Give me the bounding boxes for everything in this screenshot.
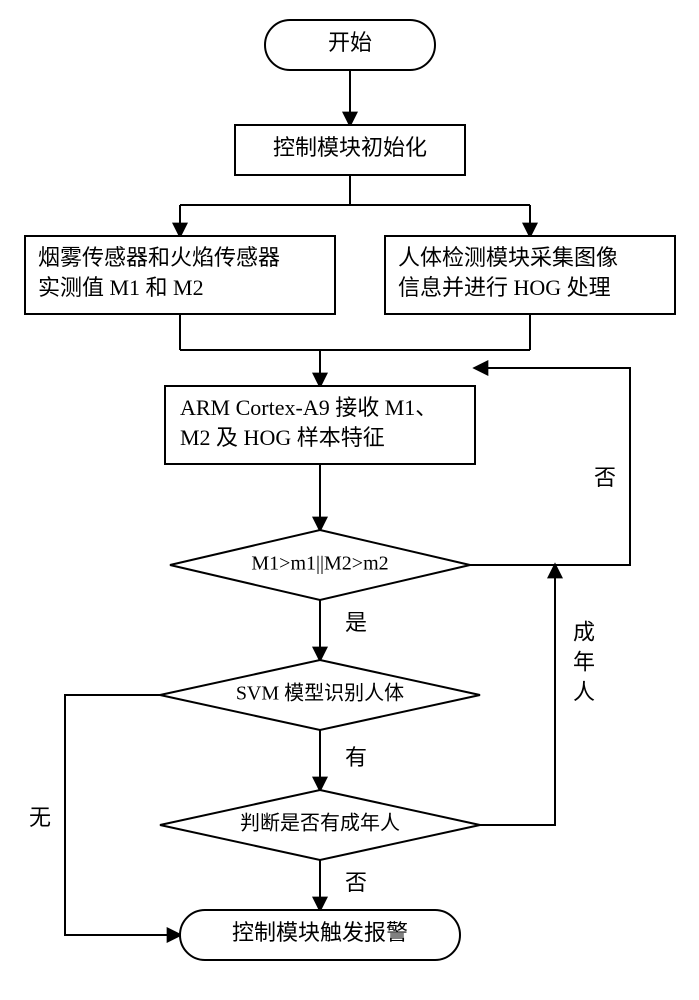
node-human-line2: 信息并进行 HOG 处理 [398, 275, 611, 300]
node-init-label: 控制模块初始化 [273, 135, 427, 160]
edge-svm-no [65, 695, 180, 935]
label-cond1-no: 否 [594, 465, 616, 490]
node-start-label: 开始 [328, 30, 372, 55]
label-adult-no: 否 [345, 870, 367, 895]
node-sensors-line1: 烟雾传感器和火焰传感器 [38, 245, 280, 270]
node-cond1-label: M1>m1||M2>m2 [251, 553, 388, 575]
node-alarm-label: 控制模块触发报警 [232, 920, 408, 945]
node-arm-line2: M2 及 HOG 样本特征 [180, 425, 385, 450]
label-svm-yes: 有 [345, 745, 367, 770]
node-svm-label: SVM 模型识别人体 [236, 682, 404, 705]
node-human-line1: 人体检测模块采集图像 [398, 245, 618, 270]
label-adult-yes: 成年人 [570, 620, 595, 710]
node-arm-line1: ARM Cortex-A9 接收 M1、 [180, 395, 437, 420]
node-sensors-line2: 实测值 M1 和 M2 [38, 275, 204, 300]
edge-adult-yes [480, 565, 555, 825]
label-svm-no: 无 [29, 805, 51, 830]
label-cond1-yes: 是 [345, 610, 367, 635]
node-adult-label: 判断是否有成年人 [240, 812, 400, 835]
